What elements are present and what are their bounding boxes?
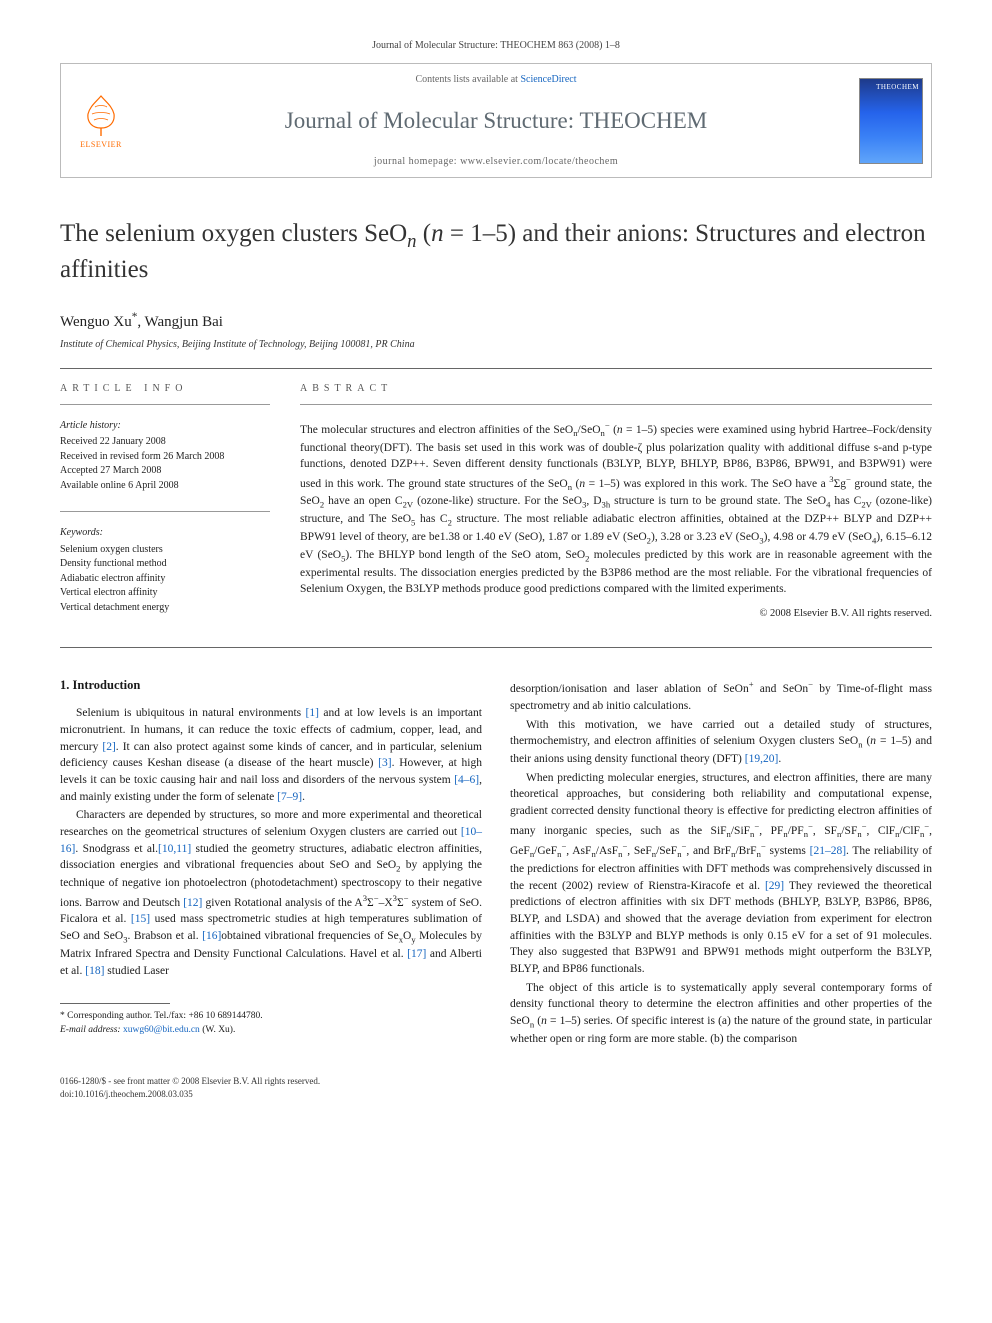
divider — [300, 404, 932, 405]
corresponding-footnote: * Corresponding author. Tel./fax: +86 10… — [60, 1010, 482, 1037]
email-link[interactable]: xuwg60@bit.edu.cn — [123, 1025, 200, 1035]
email-label: E-mail address: — [60, 1025, 121, 1035]
article-info-heading: ARTICLE INFO — [60, 383, 270, 394]
section-heading: 1. Introduction — [60, 678, 482, 693]
divider — [60, 404, 270, 405]
sciencedirect-link[interactable]: ScienceDirect — [520, 74, 576, 85]
left-column: 1. Introduction Selenium is ubiquitous i… — [60, 678, 482, 1049]
body-paragraph: desorption/ionisation and laser ablation… — [510, 678, 932, 714]
authors: Wenguo Xu*, Wangjun Bai — [60, 311, 932, 331]
body-paragraph: When predicting molecular energies, stru… — [510, 770, 932, 978]
abstract-column: ABSTRACT The molecular structures and el… — [300, 383, 932, 634]
info-abstract-row: ARTICLE INFO Article history: Received 2… — [60, 383, 932, 634]
divider — [60, 647, 932, 648]
keyword: Adiabatic electron affinity — [60, 572, 270, 587]
doi-line: doi:10.1016/j.theochem.2008.03.035 — [60, 1088, 932, 1100]
homepage-prefix: journal homepage: — [374, 156, 460, 167]
journal-homepage: journal homepage: www.elsevier.com/locat… — [374, 156, 618, 167]
keyword: Vertical detachment energy — [60, 601, 270, 616]
journal-cover: THEOCHEM — [851, 64, 931, 177]
body-columns: 1. Introduction Selenium is ubiquitous i… — [60, 678, 932, 1049]
article-title: The selenium oxygen clusters SeOn (n = 1… — [60, 218, 932, 287]
footnote-rule — [60, 1003, 170, 1004]
history-line: Available online 6 April 2008 — [60, 479, 270, 494]
journal-header: ELSEVIER Contents lists available at Sci… — [60, 63, 932, 178]
corr-author-line: * Corresponding author. Tel./fax: +86 10… — [60, 1010, 482, 1023]
email-line: E-mail address: xuwg60@bit.edu.cn (W. Xu… — [60, 1024, 482, 1037]
divider — [60, 511, 270, 512]
paper-page: Journal of Molecular Structure: THEOCHEM… — [0, 0, 992, 1140]
keyword: Vertical electron affinity — [60, 586, 270, 601]
divider — [60, 368, 932, 369]
affiliation: Institute of Chemical Physics, Beijing I… — [60, 339, 932, 350]
contents-line: Contents lists available at ScienceDirec… — [415, 74, 576, 85]
footer-block: 0166-1280/$ - see front matter © 2008 El… — [60, 1075, 932, 1099]
abstract-text: The molecular structures and electron af… — [300, 419, 932, 598]
keywords-title: Keywords: — [60, 526, 270, 541]
history-line: Accepted 27 March 2008 — [60, 464, 270, 479]
copyright-line: © 2008 Elsevier B.V. All rights reserved… — [300, 608, 932, 619]
history-title: Article history: — [60, 419, 270, 434]
body-paragraph: Selenium is ubiquitous in natural enviro… — [60, 705, 482, 805]
keywords-block: Keywords: Selenium oxygen clusters Densi… — [60, 526, 270, 615]
article-info-column: ARTICLE INFO Article history: Received 2… — [60, 383, 270, 634]
front-matter-line: 0166-1280/$ - see front matter © 2008 El… — [60, 1075, 932, 1087]
right-column: desorption/ionisation and laser ablation… — [510, 678, 932, 1049]
email-suffix: (W. Xu). — [202, 1025, 235, 1035]
contents-prefix: Contents lists available at — [415, 74, 520, 85]
journal-name: Journal of Molecular Structure: THEOCHEM — [285, 108, 707, 134]
homepage-url: www.elsevier.com/locate/theochem — [460, 156, 618, 167]
elsevier-tree-icon — [78, 92, 124, 138]
cover-thumbnail: THEOCHEM — [859, 78, 923, 164]
body-paragraph: With this motivation, we have carried ou… — [510, 717, 932, 768]
body-paragraph: Characters are depended by structures, s… — [60, 807, 482, 979]
history-line: Received in revised form 26 March 2008 — [60, 450, 270, 465]
keyword: Density functional method — [60, 557, 270, 572]
article-history: Article history: Received 22 January 200… — [60, 419, 270, 494]
history-line: Received 22 January 2008 — [60, 435, 270, 450]
header-center: Contents lists available at ScienceDirec… — [141, 64, 851, 177]
citation-line: Journal of Molecular Structure: THEOCHEM… — [60, 40, 932, 51]
abstract-heading: ABSTRACT — [300, 383, 932, 394]
keyword: Selenium oxygen clusters — [60, 543, 270, 558]
elsevier-label: ELSEVIER — [80, 140, 122, 149]
publisher-logo: ELSEVIER — [61, 64, 141, 177]
cover-title: THEOCHEM — [876, 83, 919, 91]
body-paragraph: The object of this article is to systema… — [510, 980, 932, 1048]
